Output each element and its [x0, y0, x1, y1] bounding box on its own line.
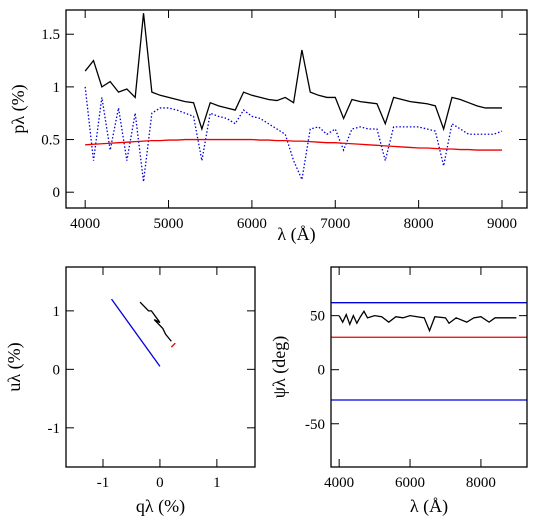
x-axis-label: λ (Å)	[410, 496, 448, 517]
y-tick-label: 1	[53, 80, 61, 96]
data-line	[139, 301, 172, 342]
y-tick-label: -50	[305, 417, 325, 433]
x-axis-label: λ (Å)	[277, 224, 315, 245]
x-tick-label: 9000	[487, 216, 517, 232]
x-axis-label: qλ (%)	[136, 496, 185, 517]
y-tick-label: -1	[48, 421, 61, 437]
x-tick-label: 6000	[237, 216, 267, 232]
y-tick-label: 0	[318, 363, 326, 379]
y-axis-label: pλ (%)	[8, 84, 29, 133]
plot-frame	[65, 266, 256, 468]
data-line	[170, 342, 176, 348]
data-line	[84, 86, 503, 182]
data-line	[85, 138, 502, 151]
x-tick-label: 8000	[404, 216, 434, 232]
y-axis-label: uλ (%)	[4, 342, 25, 391]
y-tick-label: 50	[310, 309, 325, 325]
y-tick-label: 1	[53, 304, 61, 320]
x-tick-label: 0	[156, 475, 164, 491]
data-line	[338, 310, 517, 333]
x-tick-label: 4000	[70, 216, 100, 232]
y-tick-label: 0	[53, 362, 61, 378]
y-tick-label: 0.5	[41, 133, 60, 149]
data-line	[84, 13, 502, 132]
plot-frame	[330, 266, 528, 468]
x-tick-label: 1	[213, 475, 221, 491]
x-tick-label: 6000	[395, 475, 425, 491]
x-tick-label: 4000	[324, 475, 354, 491]
y-tick-label: 1.5	[41, 27, 60, 43]
data-line	[111, 298, 161, 367]
x-tick-label: 8000	[466, 475, 496, 491]
x-tick-label: -1	[97, 475, 110, 491]
x-tick-label: 7000	[320, 216, 350, 232]
plot-frame	[65, 9, 528, 209]
y-tick-label: 0	[53, 185, 61, 201]
x-tick-label: 5000	[154, 216, 184, 232]
y-axis-label: ψλ (deg)	[269, 336, 290, 398]
